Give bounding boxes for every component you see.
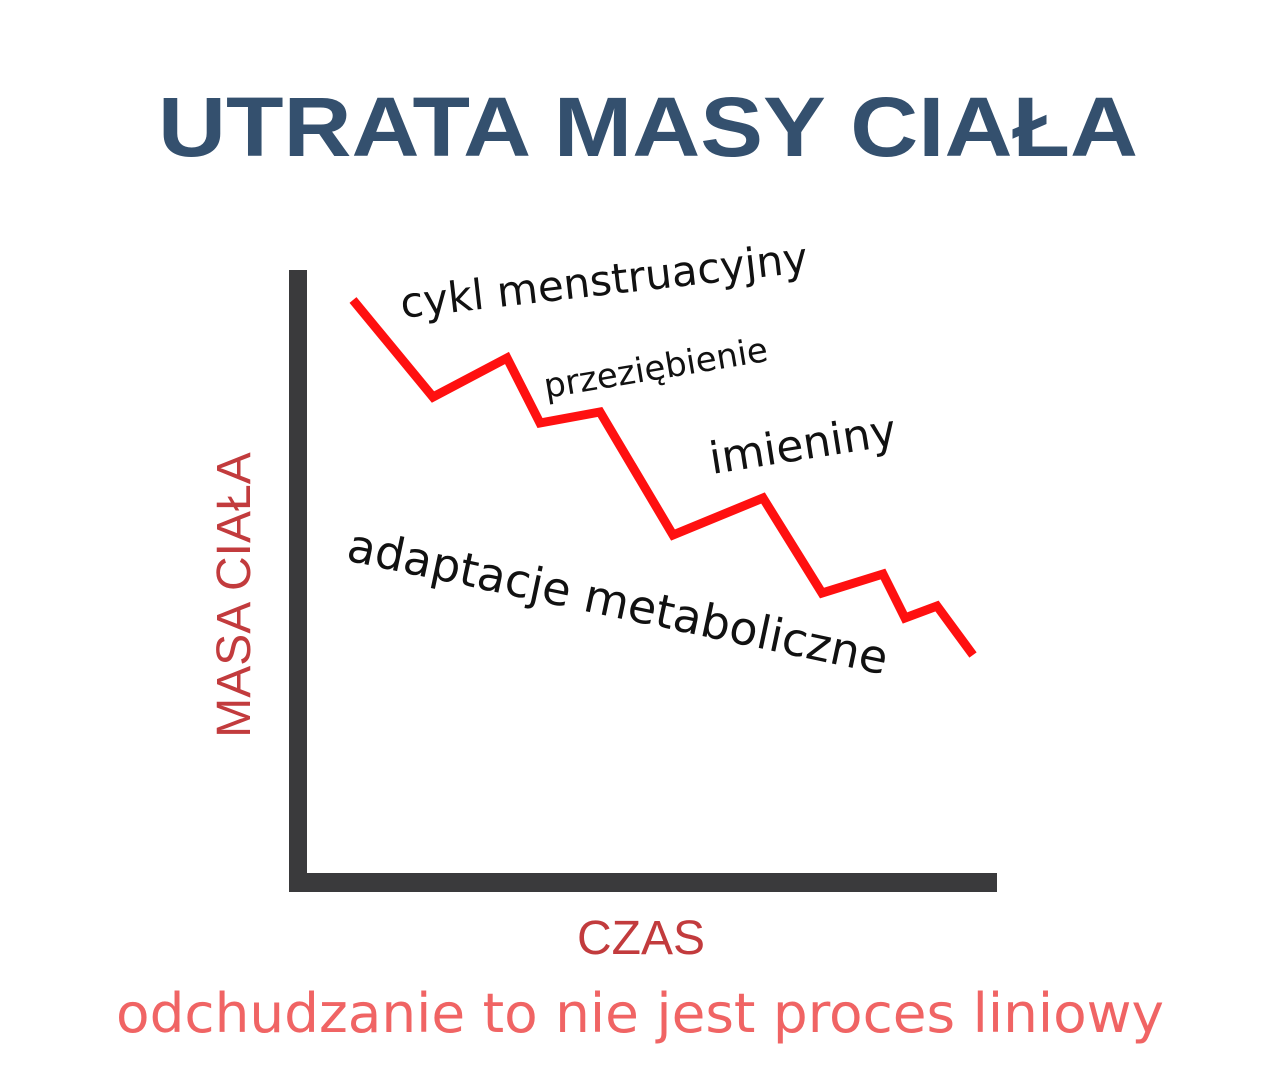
y-axis-label: MASA CIAŁA (208, 452, 261, 737)
annotation: cykl menstruacyjny (398, 233, 811, 328)
y-axis (289, 270, 307, 892)
caption: odchudzanie to nie jest proces liniowy (116, 982, 1164, 1045)
weight-line (349, 297, 977, 658)
x-axis-label: CZAS (577, 912, 705, 965)
x-axis (289, 873, 997, 892)
annotation: przeziębienie (541, 330, 771, 407)
annotation: imieniny (706, 405, 900, 485)
title: UTRATA MASY CIAŁA (158, 80, 1138, 174)
annotation: adaptacje metaboliczne (343, 518, 893, 685)
